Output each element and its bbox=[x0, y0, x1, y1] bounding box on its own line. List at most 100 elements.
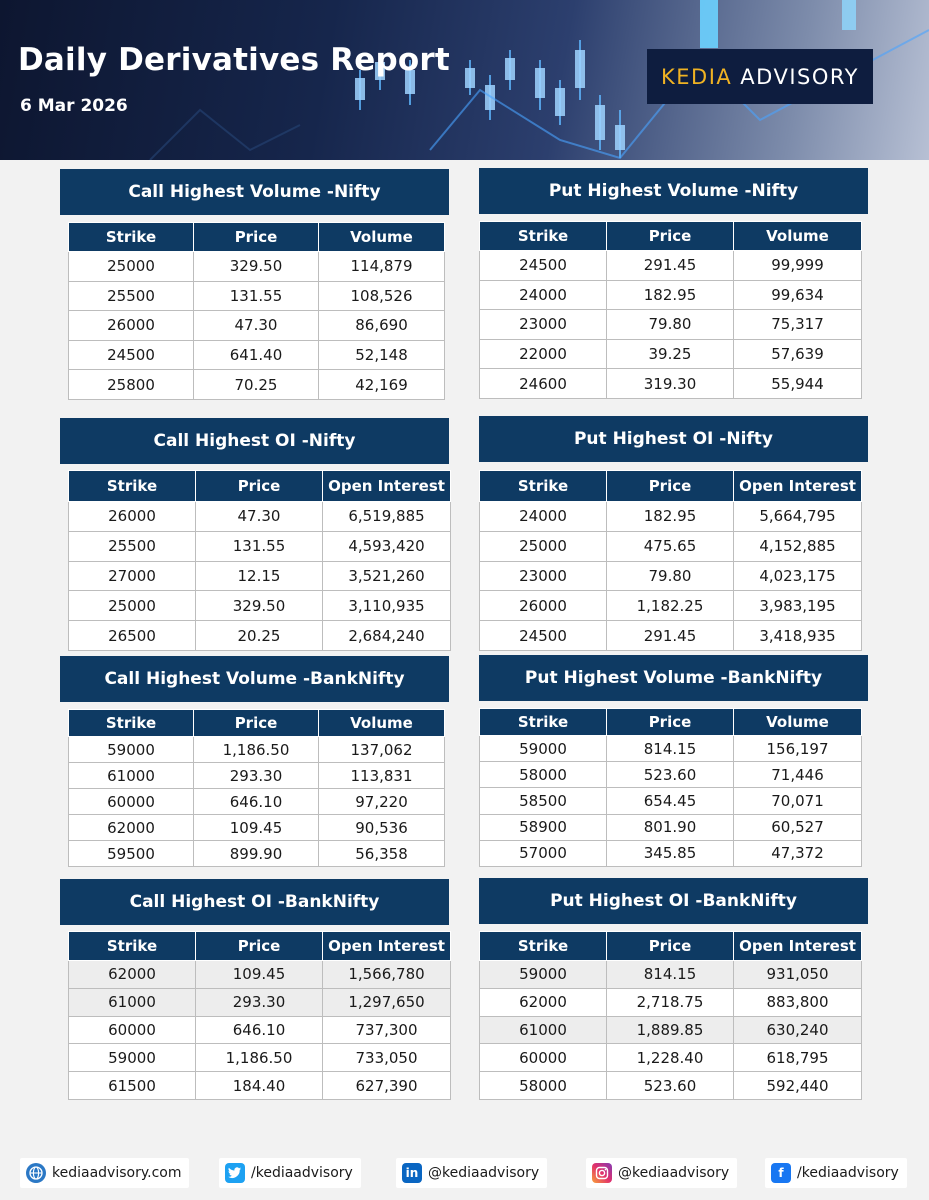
column-header: Price bbox=[606, 708, 734, 736]
section-title: Call Highest OI -BankNifty bbox=[60, 879, 449, 925]
twitter-link[interactable]: /kediaadvisory bbox=[219, 1158, 361, 1188]
table-cell: 99,999 bbox=[733, 250, 862, 281]
column-header: Strike bbox=[68, 709, 194, 737]
table-cell: 25000 bbox=[68, 251, 194, 282]
table-cell: 58900 bbox=[479, 813, 607, 841]
instagram-link[interactable]: @kediaadvisory bbox=[586, 1158, 738, 1188]
table-row: 24000 182.95 99,634 bbox=[479, 279, 862, 311]
facebook-link[interactable]: f /kediaadvisory bbox=[765, 1158, 907, 1188]
section-title: Put Highest OI -Nifty bbox=[479, 416, 868, 462]
table-cell: 899.90 bbox=[193, 840, 319, 867]
section-title: Put Highest OI -BankNifty bbox=[479, 878, 868, 924]
table-row: 60000 646.10 97,220 bbox=[68, 788, 445, 815]
table-cell: 58500 bbox=[479, 787, 607, 815]
table-cell: 24500 bbox=[479, 620, 607, 651]
column-header: Open Interest bbox=[733, 470, 862, 502]
section-title: Call Highest OI -Nifty bbox=[60, 418, 449, 464]
report-date: 6 Mar 2026 bbox=[20, 96, 128, 116]
website-text: kediaadvisory.com bbox=[52, 1165, 182, 1181]
table-row: 26000 47.30 86,690 bbox=[68, 310, 445, 341]
table-cell: 319.30 bbox=[606, 368, 734, 399]
table-row: 58000 523.60 592,440 bbox=[479, 1071, 862, 1100]
table-row: 24000 182.95 5,664,795 bbox=[479, 501, 862, 532]
table-row: 25000 329.50 3,110,935 bbox=[68, 590, 451, 622]
table-cell: 61000 bbox=[68, 987, 196, 1017]
linkedin-icon: in bbox=[402, 1163, 422, 1183]
table-cell: 3,521,260 bbox=[322, 560, 451, 592]
table-cell: 23000 bbox=[479, 560, 607, 592]
table-row: 25500 131.55 108,526 bbox=[68, 280, 445, 312]
table-cell: 1,297,650 bbox=[322, 987, 451, 1017]
column-header: Price bbox=[193, 709, 319, 737]
table-header-row: Strike Price Volume bbox=[479, 708, 862, 736]
table-cell: 1,889.85 bbox=[606, 1015, 734, 1045]
table-cell: 641.40 bbox=[193, 339, 319, 371]
table-cell: 27000 bbox=[68, 560, 196, 592]
table-row: 61500 184.40 627,390 bbox=[68, 1071, 451, 1100]
table-cell: 59000 bbox=[68, 736, 194, 763]
website-link[interactable]: kediaadvisory.com bbox=[20, 1158, 190, 1188]
column-header: Strike bbox=[68, 470, 196, 502]
table-cell: 58000 bbox=[479, 761, 607, 789]
section-title: Call Highest Volume -Nifty bbox=[60, 169, 449, 215]
table-cell: 4,023,175 bbox=[733, 560, 862, 592]
table-cell: 26000 bbox=[68, 310, 194, 341]
linkedin-link[interactable]: in @kediaadvisory bbox=[396, 1158, 548, 1188]
table-cell: 113,831 bbox=[318, 762, 445, 789]
data-table: Strike Price Open Interest 26000 47.30 6,519,… bbox=[68, 470, 451, 651]
table-cell: 3,983,195 bbox=[733, 590, 862, 622]
table-cell: 592,440 bbox=[733, 1071, 862, 1100]
table-cell: 86,690 bbox=[318, 310, 445, 341]
table-cell: 293.30 bbox=[195, 987, 323, 1017]
table-cell: 61000 bbox=[68, 762, 194, 789]
table-cell: 75,317 bbox=[733, 309, 862, 340]
report-title: Daily Derivatives Report bbox=[18, 42, 450, 78]
table-cell: 931,050 bbox=[733, 960, 862, 989]
table-header-row: Strike Price Volume bbox=[68, 222, 445, 252]
table-cell: 57000 bbox=[479, 839, 607, 867]
table-row: 22000 39.25 57,639 bbox=[479, 338, 862, 370]
table-cell: 25000 bbox=[68, 590, 196, 622]
table-cell: 131.55 bbox=[193, 280, 319, 312]
table-row: 62000 109.45 90,536 bbox=[68, 814, 445, 841]
table-cell: 60000 bbox=[479, 1043, 607, 1073]
table-cell: 57,639 bbox=[733, 338, 862, 370]
column-header: Price bbox=[606, 931, 734, 961]
section-put-oi-banknifty: Put Highest OI -BankNifty bbox=[479, 878, 868, 924]
table-header-row: Strike Price Open Interest bbox=[479, 931, 862, 961]
table-cell: 26000 bbox=[479, 590, 607, 622]
section-title: Put Highest Volume -BankNifty bbox=[479, 655, 868, 701]
table-cell: 2,718.75 bbox=[606, 987, 734, 1017]
table-cell: 24500 bbox=[479, 250, 607, 281]
data-table: Strike Price Volume 59000 814.15 156,197 58000… bbox=[479, 708, 862, 867]
facebook-icon: f bbox=[771, 1163, 791, 1183]
column-header: Volume bbox=[733, 221, 862, 251]
table-row: 58900 801.90 60,527 bbox=[479, 813, 862, 841]
table-cell: 25000 bbox=[479, 530, 607, 562]
column-header: Volume bbox=[318, 709, 445, 737]
table-cell: 61500 bbox=[68, 1071, 196, 1100]
table-cell: 23000 bbox=[479, 309, 607, 340]
table-cell: 20.25 bbox=[195, 620, 323, 651]
table-cell: 2,684,240 bbox=[322, 620, 451, 651]
table-cell: 62000 bbox=[479, 987, 607, 1017]
table-cell: 814.15 bbox=[606, 960, 734, 989]
data-table: Strike Price Volume 59000 1,186.50 137,062 610… bbox=[68, 709, 445, 867]
facebook-text: /kediaadvisory bbox=[797, 1165, 899, 1181]
section-title: Put Highest Volume -Nifty bbox=[479, 168, 868, 214]
table-cell: 60000 bbox=[68, 788, 194, 815]
table-cell: 1,182.25 bbox=[606, 590, 734, 622]
table-cell: 79.80 bbox=[606, 309, 734, 340]
table-cell: 58000 bbox=[479, 1071, 607, 1100]
table-row: 27000 12.15 3,521,260 bbox=[68, 560, 451, 592]
table-row: 24600 319.30 55,944 bbox=[479, 368, 862, 399]
table-row: 24500 291.45 3,418,935 bbox=[479, 620, 862, 651]
table-cell: 26500 bbox=[68, 620, 196, 651]
table-cell: 291.45 bbox=[606, 620, 734, 651]
table-cell: 4,152,885 bbox=[733, 530, 862, 562]
table-cell: 182.95 bbox=[606, 279, 734, 311]
table-cell: 59500 bbox=[68, 840, 194, 867]
table-cell: 627,390 bbox=[322, 1071, 451, 1100]
table-cell: 618,795 bbox=[733, 1043, 862, 1073]
table-cell: 329.50 bbox=[195, 590, 323, 622]
